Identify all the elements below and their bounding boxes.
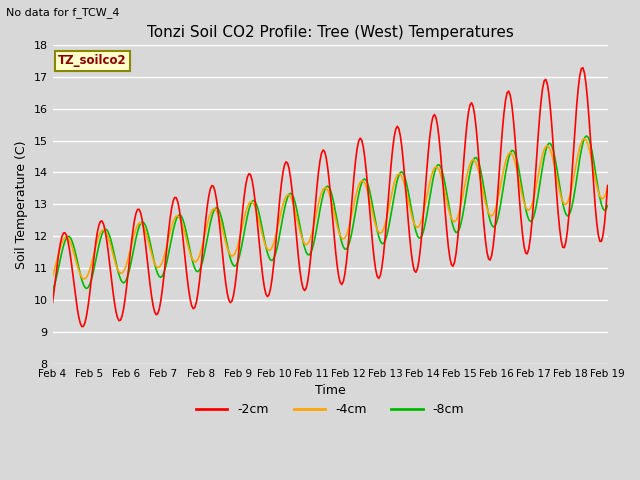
-4cm <box>604 184 611 190</box>
Legend: -2cm, -4cm, -8cm: -2cm, -4cm, -8cm <box>191 398 469 421</box>
-2cm <box>604 182 611 188</box>
-2cm <box>293 238 301 244</box>
-4cm <box>79 276 87 282</box>
Y-axis label: Soil Temperature (C): Soil Temperature (C) <box>15 140 28 269</box>
-2cm <box>244 174 252 180</box>
X-axis label: Time: Time <box>315 384 346 397</box>
-2cm <box>118 313 126 319</box>
-8cm <box>214 206 222 212</box>
-8cm <box>116 276 124 282</box>
-4cm <box>234 241 242 247</box>
-2cm <box>234 255 242 261</box>
-2cm <box>216 222 223 228</box>
-8cm <box>291 200 299 206</box>
-2cm <box>78 324 86 330</box>
Line: -4cm: -4cm <box>52 139 607 279</box>
-8cm <box>573 176 580 181</box>
-4cm <box>244 204 252 210</box>
-8cm <box>233 262 241 267</box>
-4cm <box>293 215 301 221</box>
-8cm <box>582 133 590 139</box>
-4cm <box>49 273 56 279</box>
-2cm <box>49 300 56 306</box>
Line: -8cm: -8cm <box>52 136 607 291</box>
Title: Tonzi Soil CO2 Profile: Tree (West) Temperatures: Tonzi Soil CO2 Profile: Tree (West) Temp… <box>147 24 513 39</box>
-2cm <box>579 65 587 71</box>
Text: No data for f_TCW_4: No data for f_TCW_4 <box>6 7 120 18</box>
Text: TZ_soilco2: TZ_soilco2 <box>58 55 127 68</box>
-4cm <box>580 136 588 142</box>
-2cm <box>575 85 582 91</box>
-4cm <box>118 270 126 276</box>
-4cm <box>216 216 223 221</box>
Line: -2cm: -2cm <box>52 68 607 327</box>
-8cm <box>604 203 611 208</box>
-8cm <box>242 221 250 227</box>
-4cm <box>575 151 582 156</box>
-8cm <box>49 288 56 294</box>
